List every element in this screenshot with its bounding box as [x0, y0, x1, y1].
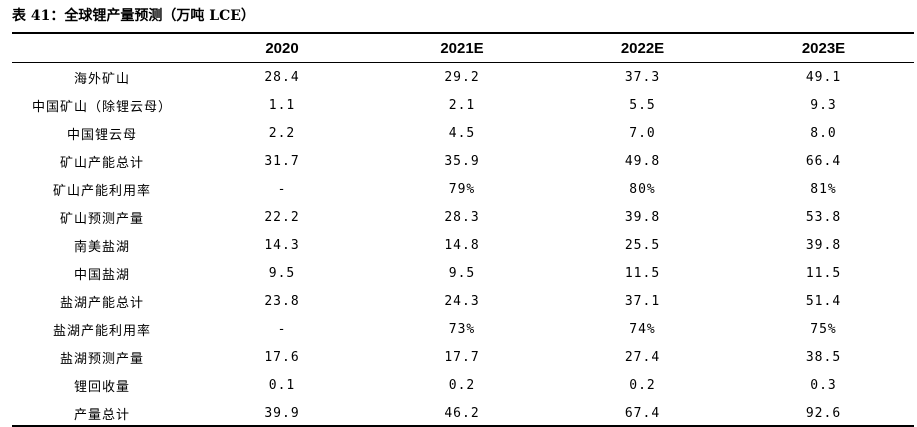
value-cell: 92.6 [805, 405, 842, 421]
value-cell: 4.5 [448, 125, 476, 141]
table-row: 中国盐湖 9.5 9.5 11.5 11.5 [12, 259, 914, 287]
table-row: 中国锂云母 2.2 4.5 7.0 8.0 [12, 119, 914, 147]
value-cell: 31.7 [264, 153, 300, 169]
header-cell-2022e: 2022E [620, 39, 665, 57]
value-cell: 67.4 [624, 405, 661, 421]
table-row: 盐湖预测产量 17.6 17.7 27.4 38.5 [12, 343, 914, 371]
header-cell-2020: 2020 [265, 39, 299, 57]
value-cell: 2.1 [448, 97, 476, 113]
row-label: 矿山预测产量 [59, 211, 144, 227]
value-cell: 17.6 [264, 349, 300, 365]
value-cell: 25.5 [624, 237, 661, 253]
value-cell: 28.3 [444, 209, 480, 225]
row-label: 中国锂云母 [66, 127, 137, 143]
value-cell: 28.4 [264, 69, 300, 85]
value-cell: 14.3 [264, 237, 300, 253]
row-label: 盐湖产能利用率 [52, 323, 151, 339]
table-row: 产量总计 39.9 46.2 67.4 92.6 [12, 399, 914, 427]
value-cell: 11.5 [805, 265, 842, 281]
value-cell: 79% [448, 181, 476, 197]
value-cell: 37.3 [624, 69, 661, 85]
value-cell: 35.9 [444, 153, 480, 169]
header-rule [12, 62, 914, 63]
value-cell: 2.2 [268, 125, 296, 141]
value-cell: 24.3 [444, 293, 480, 309]
value-cell: 1.1 [268, 97, 296, 113]
value-cell: - [277, 181, 287, 197]
value-cell: 22.2 [264, 209, 300, 225]
table-row: 矿山产能利用率 - 79% 80% 81% [12, 175, 914, 203]
value-cell: 80% [629, 181, 656, 197]
value-cell: 14.8 [444, 237, 480, 253]
row-label: 产量总计 [73, 407, 130, 423]
value-cell: 39.8 [805, 237, 842, 253]
header-cell-label [12, 34, 192, 62]
row-label: 锂回收量 [73, 379, 130, 395]
table-row: 矿山预测产量 22.2 28.3 39.8 53.8 [12, 203, 914, 231]
value-cell: 66.4 [805, 153, 842, 169]
table-row: 盐湖产能利用率 - 73% 74% 75% [12, 315, 914, 343]
lithium-production-table: 2020 2021E 2022E 2023E 海外矿山 28.4 29.2 37.3 4… [12, 34, 914, 427]
row-label: 盐湖产能总计 [59, 295, 144, 311]
value-cell: - [277, 321, 287, 337]
top-rule [12, 32, 914, 34]
value-cell: 81% [810, 181, 837, 197]
value-cell: 0.3 [810, 377, 837, 393]
value-cell: 53.8 [805, 209, 842, 225]
value-cell: 38.5 [805, 349, 842, 365]
value-cell: 9.5 [448, 265, 476, 281]
row-label: 南美盐湖 [73, 239, 130, 255]
value-cell: 39.9 [264, 405, 300, 421]
value-cell: 7.0 [629, 125, 656, 141]
value-cell: 29.2 [444, 69, 480, 85]
header-cell-2023e: 2023E [801, 39, 846, 57]
table-title: 表 41：全球锂产量预测（万吨 LCE） [12, 8, 255, 24]
value-cell: 27.4 [624, 349, 661, 365]
row-label: 中国盐湖 [73, 267, 130, 283]
value-cell: 46.2 [444, 405, 480, 421]
table-row: 盐湖产能总计 23.8 24.3 37.1 51.4 [12, 287, 914, 315]
value-cell: 73% [448, 321, 476, 337]
value-cell: 75% [810, 321, 837, 337]
table-row: 锂回收量 0.1 0.2 0.2 0.3 [12, 371, 914, 399]
value-cell: 9.3 [810, 97, 837, 113]
bottom-rule [12, 425, 914, 427]
row-label: 矿山产能总计 [59, 155, 144, 171]
row-label: 矿山产能利用率 [52, 183, 151, 199]
row-label: 盐湖预测产量 [59, 351, 144, 367]
table-row: 海外矿山 28.4 29.2 37.3 49.1 [12, 62, 914, 91]
value-cell: 11.5 [624, 265, 661, 281]
value-cell: 17.7 [444, 349, 480, 365]
table-header-row: 2020 2021E 2022E 2023E [12, 34, 914, 62]
value-cell: 0.2 [629, 377, 656, 393]
table-row: 南美盐湖 14.3 14.8 25.5 39.8 [12, 231, 914, 259]
row-label: 中国矿山（除锂云母） [31, 99, 172, 115]
value-cell: 51.4 [805, 293, 842, 309]
row-label: 海外矿山 [73, 71, 130, 87]
value-cell: 49.8 [624, 153, 661, 169]
value-cell: 23.8 [264, 293, 300, 309]
table-body: 海外矿山 28.4 29.2 37.3 49.1 中国矿山（除锂云母） 1.1 2.1 5.5 9… [12, 62, 914, 427]
value-cell: 8.0 [810, 125, 837, 141]
table-row: 中国矿山（除锂云母） 1.1 2.1 5.5 9.3 [12, 91, 914, 119]
value-cell: 5.5 [629, 97, 656, 113]
value-cell: 74% [629, 321, 656, 337]
value-cell: 49.1 [805, 69, 842, 85]
header-cell-2021e: 2021E [440, 39, 484, 57]
value-cell: 0.1 [268, 377, 296, 393]
value-cell: 37.1 [624, 293, 661, 309]
table-row: 矿山产能总计 31.7 35.9 49.8 66.4 [12, 147, 914, 175]
value-cell: 9.5 [268, 265, 296, 281]
value-cell: 39.8 [624, 209, 661, 225]
value-cell: 0.2 [448, 377, 476, 393]
